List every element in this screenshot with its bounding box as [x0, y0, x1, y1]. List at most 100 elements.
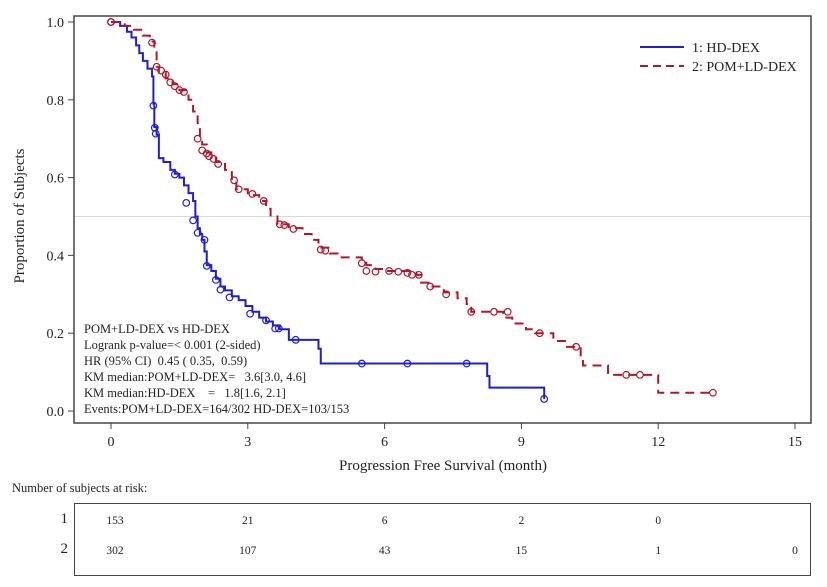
- censor-mark: [572, 342, 581, 351]
- stats-line-logrank: Logrank p-value=< 0.001 (2-sided): [84, 338, 261, 352]
- censor-mark: [230, 176, 239, 185]
- censor-mark: [170, 82, 179, 91]
- censor-mark: [636, 370, 644, 379]
- risk-count: 43: [378, 545, 391, 557]
- y-tick-label: 0.8: [47, 94, 65, 109]
- survival-curves: [107, 18, 717, 403]
- censor-mark: [193, 134, 202, 143]
- stats-line-events: Events:POM+LD-DEX=164/302 HD-DEX=103/153: [84, 402, 349, 416]
- censor-mark: [152, 62, 161, 71]
- censor-mark: [362, 267, 371, 275]
- censor-mark: [394, 267, 403, 276]
- x-tick-label: 0: [108, 435, 115, 450]
- y-tick-label: 0.6: [47, 172, 65, 187]
- censor-mark: [234, 185, 243, 194]
- censor-mark: [225, 293, 234, 302]
- censor-mark: [316, 245, 325, 254]
- censor-mark: [180, 88, 188, 96]
- censor-mark: [490, 307, 498, 316]
- censor-mark: [371, 267, 380, 276]
- censor-mark: [357, 359, 366, 368]
- risk-count: 0: [655, 515, 662, 527]
- risk-count: 1: [655, 545, 662, 557]
- censor-mark: [214, 160, 223, 168]
- censor-mark: [321, 246, 330, 255]
- censor-mark: [280, 221, 289, 229]
- series-1: [107, 18, 549, 403]
- censor-mark: [248, 190, 257, 198]
- risk-count: 302: [106, 545, 124, 557]
- censor-mark: [275, 220, 284, 229]
- km-chart: 0.0 0.2 0.4 0.6 0.8 1.0 0 3 6 9 12 15 Proportion o…: [12, 15, 812, 474]
- risk-count: 15: [515, 545, 528, 557]
- risk-count: 107: [239, 545, 257, 557]
- legend-label-pom-ld-dex: 2: POM+LD-DEX: [692, 60, 797, 75]
- legend: 1: HD-DEX 2: POM+LD-DEX: [640, 41, 797, 75]
- risk-table: [74, 503, 811, 576]
- x-axis-title: Progression Free Survival (month): [339, 458, 547, 474]
- censor-mark: [193, 228, 202, 237]
- censor-mark: [540, 395, 549, 403]
- y-tick-label: 0.4: [47, 249, 65, 264]
- censor-mark: [385, 267, 394, 275]
- y-tick-label: 1.0: [47, 16, 65, 31]
- y-tick-label: 0.2: [47, 327, 65, 342]
- plot-frame: [73, 15, 812, 424]
- series-2: [107, 18, 717, 397]
- risk-count: 21: [242, 515, 254, 527]
- censor-mark: [161, 70, 170, 79]
- censor-mark: [426, 282, 435, 291]
- censor-mark: [442, 290, 451, 299]
- censor-mark: [271, 324, 280, 333]
- risk-group-label: 2: [60, 541, 69, 557]
- censor-mark: [289, 225, 298, 233]
- stats-line-km-median-hd: KM median:HD-DEX = 1.8[1.6, 2.1]: [84, 386, 286, 400]
- y-tick-label: 0.0: [47, 405, 65, 420]
- x-tick-label: 9: [518, 435, 525, 450]
- censor-mark: [189, 216, 197, 225]
- risk-count: 2: [518, 515, 525, 527]
- stats-line-km-median-pom: KM median:POM+LD-DEX= 3.6[3.0, 4.6]: [84, 370, 306, 384]
- censor-mark: [150, 123, 159, 132]
- x-tick-label: 15: [788, 435, 802, 450]
- censor-mark: [403, 269, 412, 277]
- censor-mark: [462, 359, 471, 368]
- censor-mark: [151, 129, 160, 138]
- censor-mark: [209, 155, 218, 163]
- legend-label-hd-dex: 1: HD-DEX: [692, 41, 760, 56]
- censor-mark: [170, 170, 179, 179]
- censor-mark: [216, 285, 225, 294]
- risk-count: 6: [381, 515, 388, 527]
- x-tick-label: 12: [651, 435, 665, 450]
- statistics-annotation: POM+LD-DEX vs HD-DEX Logrank p-value=< 0…: [84, 322, 349, 416]
- y-axis: 0.0 0.2 0.4 0.6 0.8 1.0: [47, 16, 74, 420]
- censor-mark: [200, 235, 209, 244]
- censor-mark: [157, 66, 166, 75]
- censor-mark: [262, 316, 270, 325]
- y-axis-title: Proportion of Subjects: [12, 148, 28, 283]
- censor-mark: [535, 329, 544, 338]
- stats-line-comparison: POM+LD-DEX vs HD-DEX: [84, 322, 230, 336]
- stats-line-hazard-ratio: HR (95% CI) 0.45 ( 0.35, 0.59): [84, 354, 247, 368]
- x-axis: 0 3 6 9 12 15: [108, 423, 802, 450]
- censor-mark: [259, 197, 268, 205]
- censor-mark: [403, 359, 412, 368]
- x-tick-label: 6: [381, 435, 388, 450]
- censor-mark: [148, 38, 156, 47]
- risk-count: 153: [106, 515, 124, 527]
- censor-mark: [149, 101, 158, 110]
- censor-mark: [622, 370, 631, 379]
- censor-mark: [357, 259, 366, 268]
- censor-mark: [202, 262, 211, 270]
- censor-mark: [291, 335, 300, 344]
- censor-mark: [211, 276, 220, 284]
- x-tick-label: 3: [244, 435, 251, 450]
- censor-mark: [246, 309, 254, 318]
- km-curve-line: [111, 21, 546, 399]
- censor-mark: [274, 324, 283, 333]
- risk-count: 0: [792, 545, 798, 557]
- censor-mark: [709, 388, 717, 397]
- censor-mark: [182, 198, 191, 207]
- censor-mark: [107, 18, 115, 26]
- censor-mark: [503, 307, 512, 316]
